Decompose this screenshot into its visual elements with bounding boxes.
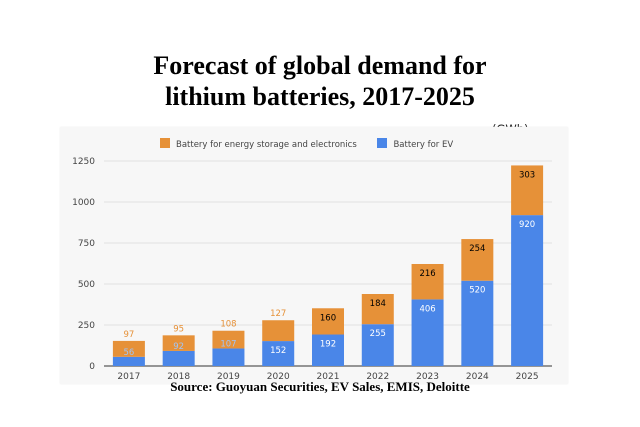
bar-ev <box>162 350 195 366</box>
data-label-storage: 160 <box>320 313 336 323</box>
y-tick-label: 1250 <box>72 157 95 167</box>
x-tick-label: 2022 <box>366 372 389 382</box>
bar-ev <box>262 341 295 366</box>
legend-swatch-storage <box>160 138 170 148</box>
bar-storage <box>511 165 544 216</box>
x-tick-label: 2018 <box>167 372 190 382</box>
data-label-ev: 56 <box>123 348 134 358</box>
data-label-storage: 108 <box>220 320 236 330</box>
x-tick-label: 2020 <box>267 372 290 382</box>
bar-storage <box>361 294 394 325</box>
x-tick-label: 2021 <box>317 372 340 382</box>
chart-title-line-2: lithium batteries, 2017-2025 <box>165 82 475 111</box>
data-label-ev: 406 <box>419 304 435 314</box>
bar-ev <box>361 324 394 366</box>
bar-ev <box>411 299 444 366</box>
x-tick-label: 2019 <box>217 372 240 382</box>
bar-ev <box>461 280 494 366</box>
legend-item-storage: Battery for energy storage and electroni… <box>160 138 357 150</box>
bar-ev <box>312 334 344 366</box>
data-label-storage: 97 <box>123 330 134 340</box>
data-label-storage: 303 <box>519 170 535 180</box>
bar-storage <box>162 335 195 351</box>
y-tick-label: 500 <box>78 280 95 290</box>
legend-label-storage: Battery for energy storage and electroni… <box>176 140 357 150</box>
data-label-storage: 127 <box>270 309 286 319</box>
data-label-storage: 216 <box>419 269 435 279</box>
chart-title: Forecast of global demand for lithium ba… <box>0 50 640 112</box>
bar-storage <box>411 263 444 300</box>
data-label-ev: 92 <box>173 342 184 352</box>
data-label-ev: 107 <box>220 339 236 349</box>
legend-item-ev: Battery for EV <box>377 138 453 150</box>
data-label-ev: 520 <box>469 286 485 296</box>
bar-ev <box>212 348 245 366</box>
x-tick-label: 2017 <box>117 372 140 382</box>
x-tick-label: 2024 <box>466 372 489 382</box>
legend-label-ev: Battery for EV <box>393 140 454 150</box>
bar-storage <box>262 320 295 342</box>
bar-storage <box>212 330 245 349</box>
x-tick-label: 2023 <box>416 372 439 382</box>
source-note: Source: Guoyuan Securities, EV Sales, EM… <box>170 379 470 394</box>
legend-swatch-ev <box>377 138 388 148</box>
data-label-ev: 255 <box>370 329 386 339</box>
data-label-storage: 95 <box>173 324 184 334</box>
chart-title-line-1: Forecast of global demand for <box>153 51 487 80</box>
bar-storage <box>461 239 494 281</box>
y-tick-label: 750 <box>78 239 95 249</box>
y-tick-label: 250 <box>78 321 95 331</box>
x-tick-label: 2025 <box>516 372 539 382</box>
bar-storage <box>312 308 344 335</box>
y-tick-label: 1000 <box>72 198 95 208</box>
legend: Battery for energy storage and electroni… <box>160 138 471 150</box>
bar-ev <box>511 215 544 366</box>
data-label-ev: 152 <box>270 346 286 356</box>
y-tick-label: 0 <box>89 362 95 372</box>
data-label-ev: 192 <box>320 340 336 350</box>
data-label-storage: 184 <box>370 299 386 309</box>
data-label-ev: 920 <box>519 220 535 230</box>
data-label-storage: 254 <box>469 244 485 254</box>
bar-storage <box>112 340 145 357</box>
bar-ev <box>112 356 145 366</box>
